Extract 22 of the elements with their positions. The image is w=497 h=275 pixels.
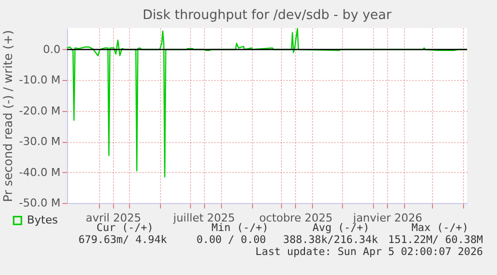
text: 0.00 / 0.00 [196, 234, 266, 246]
y-tick-label: 0.0 [43, 42, 60, 56]
text: Min (-/+) [212, 222, 268, 234]
y-tick-label: -40.0 M [19, 166, 60, 179]
text: Last update: Sun Apr 5 02:00:07 2026 [255, 246, 483, 258]
x-tick-label: octobre 2025 [259, 212, 333, 224]
x-tick-label: janvier 2026 [352, 212, 422, 224]
y-axis-title: Pr second read (-) / write (+) [1, 30, 16, 202]
legend-label: Bytes [27, 214, 58, 226]
text: 679.63m/ 4.94k [78, 234, 168, 246]
text: 151.22M/ 60.38M [388, 234, 483, 246]
text: Max (-/+) [412, 222, 468, 234]
x-tick-label: avril 2025 [86, 212, 142, 224]
x-tick-label: juillet 2025 [172, 212, 236, 224]
text: 388.38k/216.34k [283, 234, 379, 246]
y-tick-label: -10.0 M [19, 74, 60, 87]
chart-title: Disk throughput for /dev/sdb - by year [142, 8, 392, 23]
y-tick-label: -20.0 M [19, 104, 60, 118]
text: Cur (-/+) [96, 222, 154, 234]
text: Avg (-/+) [312, 222, 370, 234]
y-tick-label: -30.0 M [19, 135, 60, 148]
y-tick-label: -50.0 M [19, 196, 60, 210]
